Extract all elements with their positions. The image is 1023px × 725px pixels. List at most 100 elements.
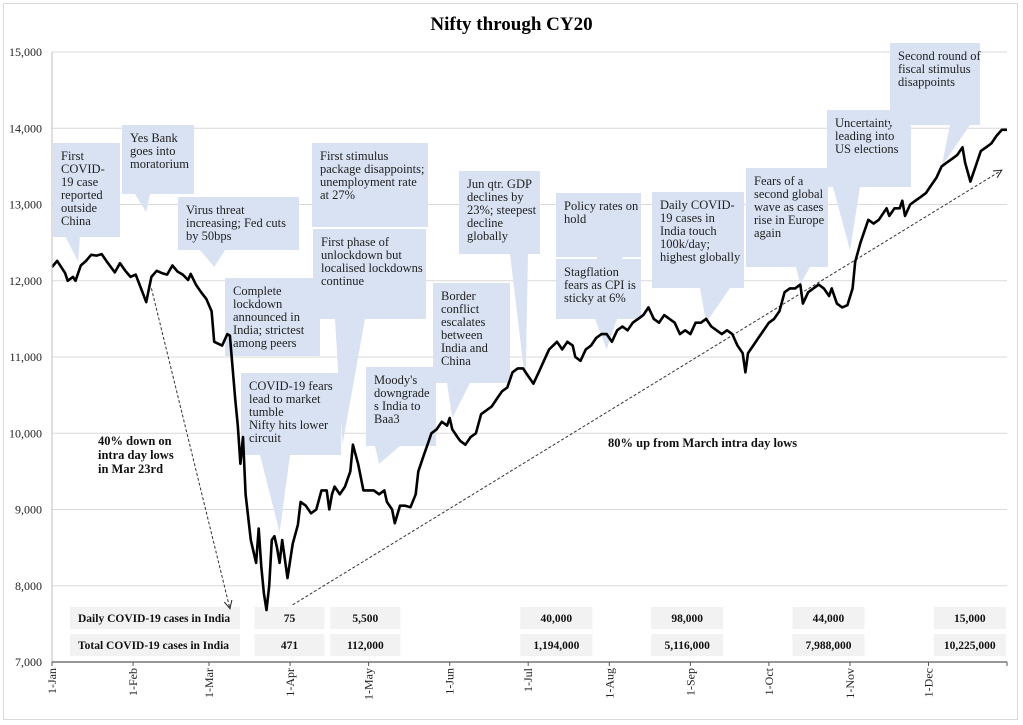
- callout-text: conflict: [441, 302, 480, 316]
- callout-box: [433, 283, 510, 383]
- callout-text: COVID-19 fears: [249, 379, 333, 393]
- table-row-label: Daily COVID-19 cases in India: [78, 613, 230, 625]
- callout-text: highest globally: [660, 250, 741, 264]
- callout-text: circuit: [249, 431, 281, 445]
- table-value: 10,225,000: [944, 640, 996, 652]
- chart-frame: [3, 3, 1018, 720]
- callout-text: COVID-: [61, 162, 105, 176]
- y-tick-label: 12,000: [9, 274, 42, 288]
- callout-text: declines by: [467, 190, 524, 204]
- chart-note: in Mar 23rd: [98, 462, 163, 476]
- table-cell: [254, 607, 325, 629]
- table-cell: [254, 634, 325, 656]
- callout-text: outside: [61, 201, 98, 215]
- callout-box: [652, 192, 744, 288]
- callout-text: again: [754, 226, 782, 240]
- table-value: 5,116,000: [664, 640, 710, 652]
- chart-note: 40% down on: [98, 434, 172, 448]
- callout-text: 100k/day;: [660, 237, 710, 251]
- callout-text: First phase of: [321, 235, 390, 249]
- callout-box: [313, 229, 426, 319]
- callout-text: goes into: [130, 144, 175, 158]
- callout-box: [53, 143, 120, 237]
- callout-text: fiscal stimulus: [898, 62, 971, 76]
- callout-pointer: [135, 194, 150, 213]
- callout-text: Virus threat: [186, 203, 245, 217]
- callout-text: lockdown: [233, 297, 283, 311]
- callout-text: First stimulus: [320, 149, 389, 163]
- callout-text: Border: [441, 289, 477, 303]
- table-cell: [520, 634, 593, 656]
- table-row-label-cell: [70, 634, 240, 656]
- callout-text: hold: [564, 212, 587, 226]
- y-tick-label: 14,000: [9, 121, 42, 135]
- table-cell: [792, 607, 865, 629]
- x-tick-label: 1-Apr: [283, 668, 297, 697]
- x-tick-label: 1-Nov: [843, 668, 857, 699]
- x-tick-label: 1-Sep: [683, 668, 697, 696]
- callout-pointer: [833, 187, 860, 251]
- table-cell: [330, 607, 401, 629]
- callout-text: continue: [321, 274, 364, 288]
- callout-text: localised lockdowns: [321, 261, 423, 275]
- table-row-label-cell: [70, 607, 240, 629]
- callout-box: [122, 125, 194, 194]
- callout-text: Stagflation: [564, 265, 620, 279]
- callout-text: s India to: [374, 399, 421, 413]
- callout-text: increasing; Fed cuts: [186, 216, 286, 230]
- callout-text: lead to market: [249, 392, 321, 406]
- callout-box: [556, 193, 641, 257]
- chart-title: Nifty through CY20: [430, 14, 593, 35]
- y-tick-label: 7,000: [15, 655, 42, 669]
- callout-text: downgrade: [374, 386, 430, 400]
- callout-text: rise in Europe: [754, 213, 825, 227]
- callout-pointer: [447, 383, 470, 418]
- callout-pointer: [375, 446, 400, 464]
- table-row-label: Total COVID-19 cases in India: [78, 640, 229, 652]
- y-tick-label: 9,000: [15, 503, 42, 517]
- callout-text: 23%; steepest: [467, 203, 537, 217]
- axes: 7,000 8,000 9,000 10,000 11,000 12,000 13,000 1…: [9, 45, 1008, 700]
- x-tick-label: 1-Jul: [521, 667, 535, 692]
- callout-text: decline: [467, 216, 504, 230]
- callout-text: tumble: [249, 405, 284, 419]
- callout-text: disappoints: [898, 75, 955, 89]
- callout-pointer: [260, 455, 290, 533]
- trend-arrows: [150, 170, 1002, 608]
- recovery-arrow: [292, 170, 1002, 606]
- callout-pointer: [510, 254, 528, 384]
- callout-text: India; strictest: [233, 323, 305, 337]
- covid-cases-table: Daily COVID-19 cases in India Total COVID…: [70, 607, 1006, 656]
- callout-text: Policy rates on: [564, 199, 639, 213]
- x-tick-label: 1-Mar: [202, 668, 216, 698]
- callout-text: Complete: [233, 284, 282, 298]
- table-value: 40,000: [541, 613, 573, 625]
- callout-text: among peers: [233, 336, 297, 350]
- callout-text: Fears of a: [754, 174, 804, 188]
- y-tick-label: 10,000: [9, 426, 42, 440]
- table-value: 44,000: [813, 613, 845, 625]
- callout-pointer: [200, 250, 225, 268]
- y-tick-label: 8,000: [15, 579, 42, 593]
- x-tick-label: 1-Aug: [602, 668, 616, 699]
- nifty-series: [51, 128, 1007, 612]
- callout-text: fears as CPI is: [564, 278, 636, 292]
- callout-text: First: [61, 149, 84, 163]
- y-tick-label: 15,000: [9, 45, 42, 59]
- table-cell: [651, 607, 724, 629]
- callout-box: [312, 143, 428, 227]
- callout-text: Baa3: [374, 412, 400, 426]
- callout-text: Jun qtr. GDP: [467, 177, 532, 191]
- x-tick-label: 1-Jun: [443, 668, 457, 695]
- callout-text: unlockdown but: [321, 248, 402, 262]
- x-tick-label: 1-May: [362, 668, 376, 700]
- callout-text: package disappoints;: [320, 162, 425, 176]
